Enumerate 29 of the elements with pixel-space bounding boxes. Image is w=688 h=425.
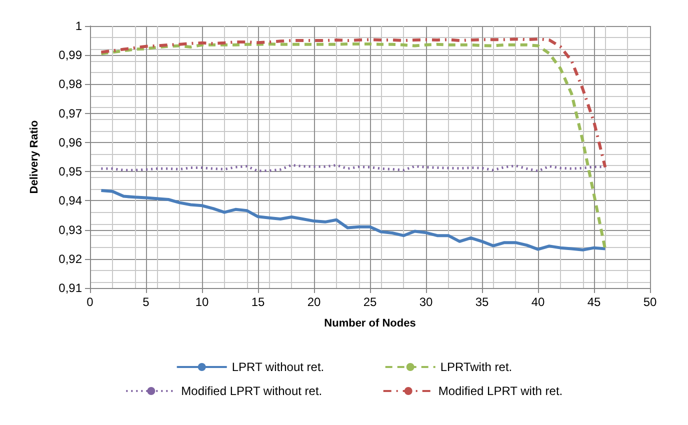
y-tick-label: 1 xyxy=(75,19,82,33)
y-tick-label: 0,98 xyxy=(58,77,82,92)
x-tick-label: 50 xyxy=(643,295,657,309)
x-tick-label: 20 xyxy=(307,295,321,309)
y-tick-label: 0,96 xyxy=(58,135,82,150)
x-tick-label: 35 xyxy=(475,295,489,309)
y-tick-label: 0,93 xyxy=(58,222,82,237)
legend-label: Modified LPRT with ret. xyxy=(438,384,563,398)
legend-label: LPRTwith ret. xyxy=(440,360,512,374)
x-tick-label: 45 xyxy=(587,295,601,309)
y-tick-label: 0,94 xyxy=(58,194,82,208)
x-tick-label: 30 xyxy=(419,295,433,309)
y-axis-title: Delivery Ratio xyxy=(28,120,40,194)
x-axis-title: Number of Nodes xyxy=(324,318,416,330)
y-tick-label: 0,95 xyxy=(58,164,82,179)
y-tick-label: 0,97 xyxy=(58,106,82,120)
y-tick-label: 0,92 xyxy=(58,252,82,266)
x-tick-label: 15 xyxy=(251,295,265,309)
line-series xyxy=(100,188,607,252)
line-series xyxy=(100,38,607,169)
x-tick-label: 10 xyxy=(195,295,209,309)
legend-label: Modified LPRT without ret. xyxy=(181,384,322,398)
x-tick-label: 0 xyxy=(86,295,94,309)
x-tick-label: 5 xyxy=(142,295,150,309)
legend-label: LPRT without ret. xyxy=(232,360,324,374)
x-tick-label: 25 xyxy=(363,295,377,309)
y-tick-label: 0,91 xyxy=(58,281,82,295)
y-tick-label: 0,99 xyxy=(58,48,82,62)
x-tick-label: 40 xyxy=(531,295,545,309)
